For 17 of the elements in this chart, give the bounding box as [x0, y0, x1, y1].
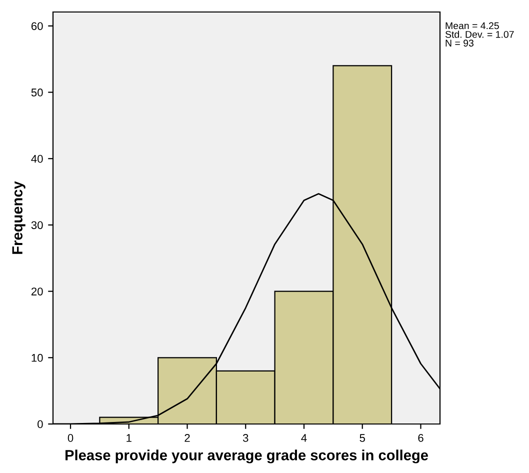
x-tick-label: 5 [360, 434, 365, 442]
y-tick-label: 0 [38, 420, 43, 428]
y-tick-label: 50 [31, 88, 43, 96]
x-tick-label: 0 [68, 434, 74, 442]
x-tick-label: 1 [126, 434, 132, 442]
y-axis-title: Frequency [12, 181, 26, 254]
x-axis-title: Please provide your average grade scores in college [66, 450, 428, 464]
y-tick-label: 10 [32, 354, 43, 362]
x-tick-label: 2 [184, 434, 190, 442]
y-tick-label: 40 [31, 154, 43, 163]
y-tick-label: 60 [31, 22, 43, 30]
text: Mean = 4.25 Std. Dev. = 1.07 N = 93 [445, 22, 514, 47]
x-tick-label: 4 [301, 434, 307, 442]
y-tick-label: 20 [31, 288, 43, 296]
x-tick-label: 6 [418, 434, 424, 442]
x-tick-label: 3 [242, 434, 248, 442]
y-tick-label: 30 [31, 221, 43, 230]
